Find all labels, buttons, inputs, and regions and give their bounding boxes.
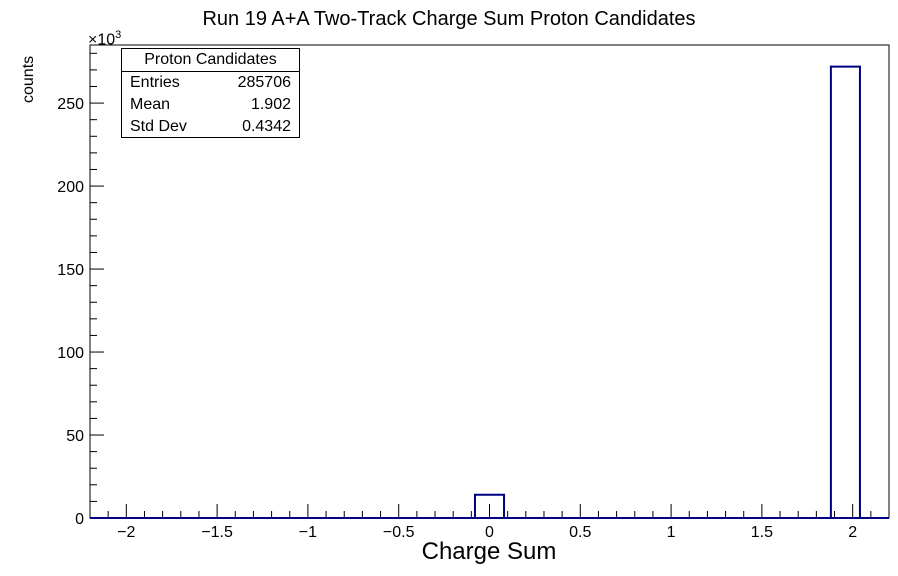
y-tick-label: 200 xyxy=(57,179,84,196)
x-tick-label: −0.5 xyxy=(383,524,415,541)
stats-box: Proton Candidates Entries 285706 Mean 1.… xyxy=(121,48,300,138)
stats-value: 1.902 xyxy=(250,96,291,113)
stats-value: 285706 xyxy=(237,74,291,91)
y-scale-base: ×10 xyxy=(88,31,116,49)
y-scale-exponent: 3 xyxy=(115,29,122,41)
x-tick-label: 1.5 xyxy=(751,524,773,541)
x-axis-label: Charge Sum xyxy=(421,538,557,565)
x-tick-label: 1 xyxy=(667,524,676,541)
x-tick-label: −2 xyxy=(117,524,135,541)
stats-row-entries: Entries 285706 xyxy=(122,72,299,94)
y-tick-label: 100 xyxy=(57,345,84,362)
stats-label: Entries xyxy=(130,74,180,91)
x-tick-label: 2 xyxy=(848,524,857,541)
stats-box-title: Proton Candidates xyxy=(122,49,299,72)
histogram-bin xyxy=(829,65,861,518)
y-tick-label: 0 xyxy=(75,511,84,528)
x-tick-label: −1.5 xyxy=(201,524,233,541)
stats-row-std-dev: Std Dev 0.4342 xyxy=(122,116,299,138)
stats-value: 0.4342 xyxy=(242,118,291,135)
y-axis-scale-factor: ×103 xyxy=(88,29,121,49)
y-tick-label: 150 xyxy=(57,262,84,279)
stats-label: Mean xyxy=(130,96,171,113)
x-tick-label: 0 xyxy=(485,524,494,541)
stats-label: Std Dev xyxy=(130,118,187,135)
y-axis-label: counts xyxy=(20,55,37,103)
chart-title: Run 19 A+A Two-Track Charge Sum Proton C… xyxy=(202,8,696,30)
y-tick-label: 250 xyxy=(57,96,84,113)
histogram-bin xyxy=(473,493,506,518)
x-tick-label: −1 xyxy=(299,524,317,541)
x-tick-label: 0.5 xyxy=(569,524,591,541)
y-tick-label: 50 xyxy=(66,428,84,445)
stats-row-mean: Mean 1.902 xyxy=(122,94,299,116)
